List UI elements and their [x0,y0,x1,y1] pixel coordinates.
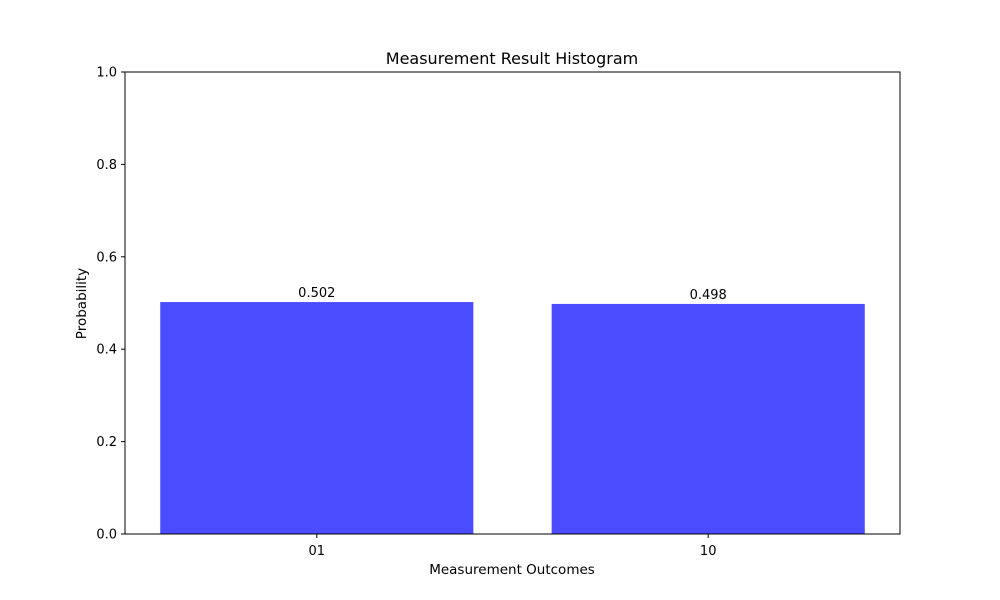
bar-01 [160,302,474,534]
y-tick-label-5: 1.0 [96,66,117,81]
plot-area: 0.502 01 0.498 10 0.0 0.2 0.4 0.6 0.8 1.0 [96,66,901,559]
x-tick-label-01: 01 [309,544,326,559]
x-tick-label-10: 10 [700,544,717,559]
bar-value-label-10: 0.498 [690,288,727,303]
y-tick-label-0: 0.0 [96,528,117,543]
chart-title: Measurement Result Histogram [386,49,638,68]
y-tick-label-1: 0.2 [96,435,117,450]
bar-value-label-01: 0.502 [298,286,335,301]
y-tick-label-3: 0.6 [96,250,117,265]
y-axis-label: Probability [74,268,90,339]
y-tick-label-4: 0.8 [96,158,117,173]
plot-frame [124,71,901,535]
bar-10 [551,303,865,534]
y-tick-label-2: 0.4 [96,343,117,358]
x-axis-label: Measurement Outcomes [429,562,595,578]
